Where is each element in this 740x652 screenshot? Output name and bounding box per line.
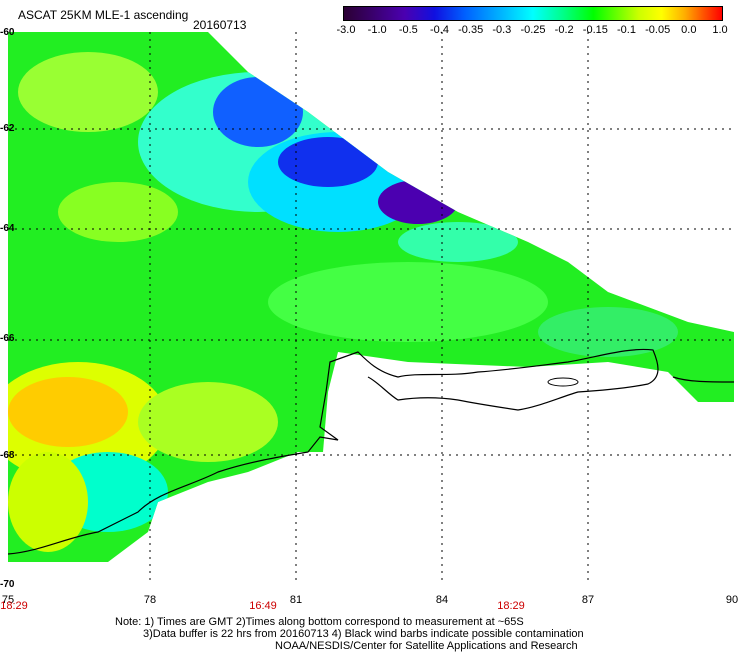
colorbar-label: -0.15 — [582, 24, 608, 36]
lon-label: 78 — [143, 594, 157, 606]
scatterometer-map — [8, 32, 734, 585]
colorbar-label: -0.5 — [398, 24, 418, 36]
colorbar-label: -0.3 — [492, 24, 512, 36]
coastline — [8, 348, 734, 555]
map-title: ASCAT 25KM MLE-1 ascending — [18, 8, 189, 22]
colorbar-label: -0.05 — [645, 24, 671, 36]
colorbar-label: -0.1 — [617, 24, 636, 36]
colorbar-label: -0.25 — [520, 24, 546, 36]
colorbar-label: 1.0 — [712, 24, 728, 36]
lat-label: -60 — [0, 27, 15, 38]
lat-label: -62 — [0, 123, 15, 134]
time-label: 18:29 — [497, 600, 525, 612]
note-line-3: NOAA/NESDIS/Center for Satellite Applica… — [275, 640, 578, 652]
coast-island — [547, 377, 579, 387]
lon-label: 75 — [1, 594, 15, 606]
lon-label: 90 — [725, 594, 739, 606]
graticule — [8, 32, 734, 585]
colorbar — [343, 6, 723, 21]
lat-label: -70 — [0, 579, 15, 590]
data-swath — [8, 32, 734, 562]
time-label: 16:49 — [249, 600, 277, 612]
colorbar-label: -0.2 — [554, 24, 574, 36]
colorbar-label: -0.35 — [458, 24, 484, 36]
note-line-1: Note: 1) Times are GMT 2)Times along bot… — [115, 616, 524, 628]
lat-label: -66 — [0, 333, 15, 344]
map-date: 20160713 — [193, 18, 247, 32]
lon-label: 84 — [435, 594, 449, 606]
note-line-2: 3)Data buffer is 22 hrs from 20160713 4)… — [143, 628, 584, 640]
time-label: 18:29 — [0, 600, 28, 612]
colorbar-label: -0.4 — [430, 24, 449, 36]
lon-label: 81 — [289, 594, 303, 606]
colorbar-label: -1.0 — [367, 24, 387, 36]
lat-label: -68 — [0, 450, 15, 461]
lat-label: -64 — [0, 223, 15, 234]
colorbar-label: 0.0 — [681, 24, 697, 36]
colorbar-label: -3.0 — [336, 24, 356, 36]
lon-label: 87 — [581, 594, 595, 606]
